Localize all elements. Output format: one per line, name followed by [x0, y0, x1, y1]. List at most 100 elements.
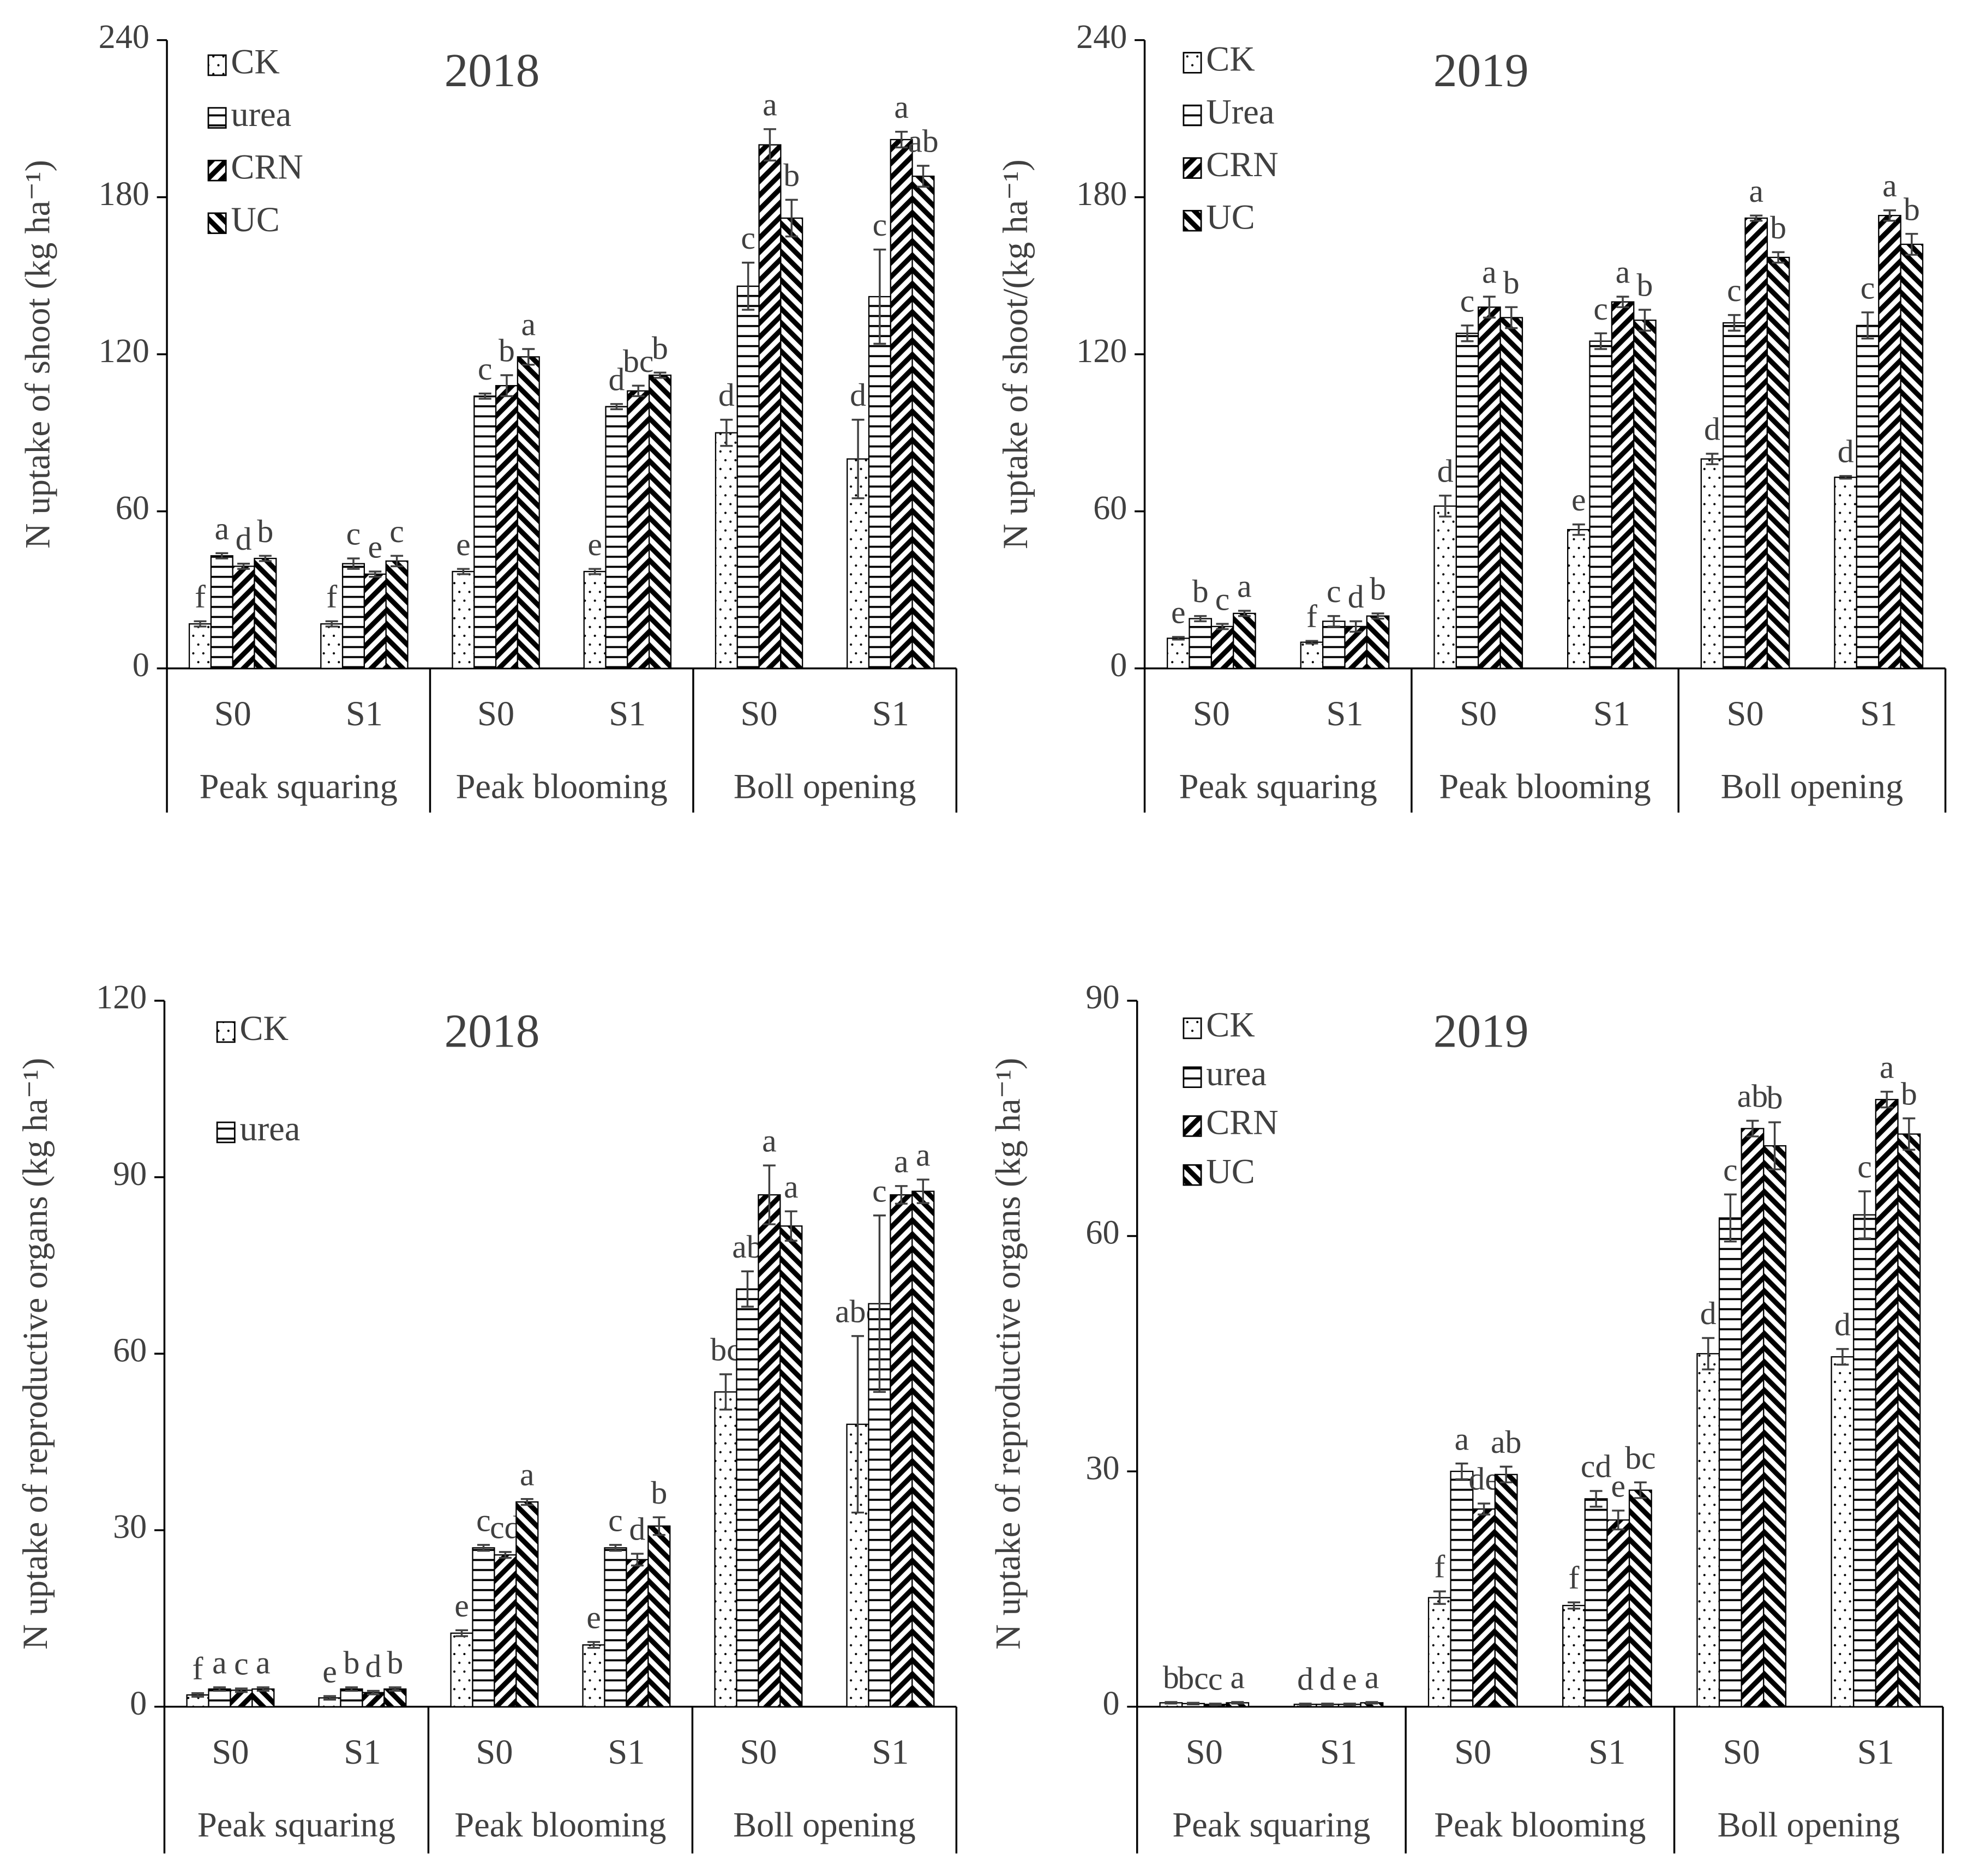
bar — [251, 1688, 275, 1707]
bar — [232, 566, 255, 669]
bar — [1633, 320, 1657, 669]
error-bar — [610, 403, 623, 411]
error-bar — [1187, 1701, 1200, 1705]
significance-letter: e — [456, 526, 471, 562]
x-tick-label: S0 — [1723, 1733, 1760, 1771]
significance-letter: a — [763, 86, 777, 122]
y-tick-label: 0 — [130, 1685, 147, 1722]
error-bar — [345, 1686, 358, 1692]
x-tick-label: S0 — [477, 694, 514, 733]
significance-letter: c — [1208, 1661, 1223, 1697]
significance-letter: c — [1727, 272, 1742, 308]
bar — [779, 1225, 803, 1707]
bar — [1344, 626, 1368, 669]
bar — [1628, 1489, 1652, 1707]
group-label: Boll opening — [734, 767, 916, 805]
significance-letter: b — [1767, 1080, 1783, 1116]
significance-letter: e — [1611, 1468, 1625, 1504]
bar — [1472, 1508, 1496, 1707]
bar — [320, 623, 344, 669]
bar — [1166, 638, 1190, 669]
significance-letter: b — [652, 330, 668, 366]
error-bar — [391, 555, 404, 568]
significance-letter: e — [1571, 482, 1586, 518]
legend-label: CK — [239, 1009, 288, 1048]
bar — [341, 563, 365, 669]
error-bar — [1343, 1703, 1356, 1706]
bar — [911, 176, 935, 669]
group-label: Boll opening — [733, 1805, 916, 1844]
error-bar — [191, 1692, 205, 1698]
x-tick-label: S0 — [1460, 694, 1497, 733]
bar — [1606, 1519, 1630, 1707]
bar — [494, 1554, 517, 1707]
bar — [363, 573, 387, 669]
error-bar — [1768, 1121, 1781, 1170]
error-bar — [1861, 311, 1874, 340]
significance-letter: a — [1230, 1659, 1245, 1695]
group-label: Boll opening — [1721, 767, 1904, 805]
error-bar — [455, 1629, 469, 1637]
y-tick-label: 240 — [1076, 19, 1127, 56]
bar — [515, 1501, 539, 1707]
error-bar — [653, 371, 667, 379]
error-bar — [1439, 495, 1452, 518]
significance-letter: b — [499, 333, 515, 369]
chart-title: 2018 — [445, 1004, 540, 1057]
legend-swatch — [1183, 104, 1202, 127]
significance-letter: c — [234, 1646, 249, 1682]
error-bar — [1903, 1117, 1916, 1151]
error-bar — [478, 392, 491, 400]
x-tick-label: S1 — [1588, 1733, 1625, 1771]
x-tick-label: S1 — [1860, 694, 1897, 733]
significance-letter: bc — [1178, 1660, 1208, 1696]
x-tick-label: S1 — [608, 1733, 645, 1771]
bar — [868, 296, 891, 669]
error-bar — [1371, 612, 1384, 620]
error-bar — [1724, 1193, 1737, 1243]
x-tick-label: S1 — [1327, 694, 1364, 733]
significance-letter: b — [1192, 573, 1209, 609]
bar — [1494, 1474, 1518, 1707]
error-bar — [325, 620, 338, 628]
bar — [1723, 322, 1746, 669]
error-bar — [1836, 1348, 1849, 1366]
error-bar — [851, 1335, 864, 1514]
legend-label: urea — [1206, 1054, 1267, 1093]
bar — [1499, 317, 1523, 669]
y-tick-label: 120 — [96, 979, 147, 1016]
bar — [1300, 641, 1324, 669]
error-bar — [215, 552, 229, 560]
error-bar — [1905, 233, 1918, 256]
significance-letter: a — [894, 89, 909, 125]
x-tick-label: S1 — [1857, 1733, 1894, 1771]
significance-letter: e — [322, 1653, 337, 1689]
error-bar — [784, 1210, 797, 1242]
bar — [1562, 1604, 1586, 1707]
significance-letter: a — [214, 510, 229, 546]
y-tick-label: 30 — [113, 1508, 147, 1546]
bar — [1834, 477, 1858, 669]
error-bar — [609, 1544, 622, 1552]
significance-letter: a — [1880, 1049, 1894, 1085]
group-label: Peak squaring — [1172, 1805, 1370, 1844]
significance-letter: d — [608, 361, 625, 397]
legend-label: CRN — [1206, 1103, 1278, 1142]
bar — [647, 1525, 671, 1707]
error-bar — [1165, 1701, 1178, 1705]
bar — [517, 356, 540, 669]
x-tick-label: S0 — [740, 1733, 777, 1771]
group-label: Peak blooming — [454, 1805, 666, 1844]
significance-letter: f — [195, 579, 206, 615]
error-bar — [367, 1689, 380, 1695]
bar — [1366, 615, 1390, 669]
x-tick-label: S1 — [1320, 1733, 1357, 1771]
significance-letter: a — [1616, 254, 1630, 290]
significance-letter: a — [762, 1123, 777, 1159]
bar — [758, 1194, 781, 1707]
bar — [1233, 612, 1256, 669]
legend-swatch — [207, 107, 227, 129]
significance-letter: d — [236, 521, 252, 557]
significance-letter: f — [326, 579, 337, 615]
bar — [890, 1194, 913, 1707]
